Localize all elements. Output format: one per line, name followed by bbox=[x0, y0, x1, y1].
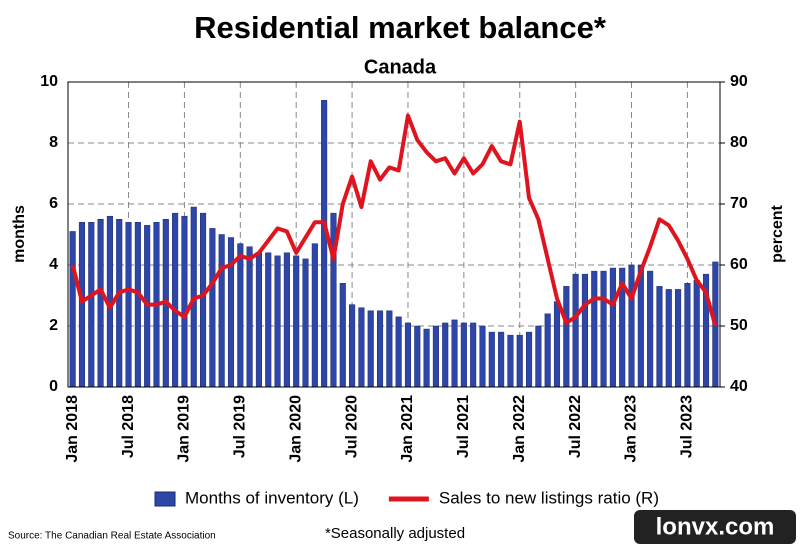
bar bbox=[237, 243, 244, 388]
bar bbox=[609, 267, 616, 388]
bar bbox=[591, 270, 598, 388]
bar bbox=[181, 215, 188, 388]
bar bbox=[637, 264, 644, 388]
bar bbox=[134, 222, 141, 388]
y-tick-label: 6 bbox=[49, 195, 58, 212]
bar bbox=[376, 310, 384, 388]
y-tick-label: 10 bbox=[40, 73, 58, 90]
y2-tick-label: 90 bbox=[730, 73, 748, 90]
bar bbox=[451, 319, 458, 388]
bar bbox=[442, 322, 449, 388]
bar bbox=[311, 243, 318, 388]
bar bbox=[172, 212, 179, 388]
bar bbox=[656, 286, 663, 388]
bar bbox=[498, 331, 505, 388]
bar bbox=[209, 228, 216, 388]
x-tick-label: Jan 2023 bbox=[623, 395, 640, 463]
bar bbox=[581, 273, 588, 388]
y2-tick-label: 80 bbox=[730, 134, 748, 151]
bar bbox=[69, 231, 76, 388]
watermark: lonvx.com bbox=[656, 513, 775, 540]
bar bbox=[255, 252, 262, 388]
bar bbox=[246, 246, 253, 388]
bar bbox=[507, 334, 514, 388]
bar bbox=[200, 212, 207, 388]
bar bbox=[647, 270, 654, 388]
bar bbox=[535, 325, 542, 388]
x-tick-label: Jul 2018 bbox=[120, 395, 137, 458]
bar bbox=[367, 310, 374, 388]
bar bbox=[423, 328, 430, 388]
y-tick-label: 0 bbox=[49, 378, 58, 395]
x-tick-label: Jan 2020 bbox=[287, 395, 304, 463]
bar bbox=[265, 252, 272, 388]
watermark-badge bbox=[634, 510, 796, 544]
y2-tick-label: 40 bbox=[730, 378, 748, 395]
y2-tick-label: 60 bbox=[730, 256, 748, 273]
bar bbox=[460, 322, 467, 388]
bar bbox=[414, 325, 421, 388]
bar bbox=[274, 255, 281, 388]
plot-frame bbox=[67, 81, 721, 388]
bar bbox=[526, 331, 533, 388]
bar bbox=[479, 325, 486, 388]
line bbox=[70, 113, 718, 327]
bar bbox=[358, 307, 365, 388]
y2-tick-label: 70 bbox=[730, 195, 748, 212]
x-tick-label: Jul 2019 bbox=[232, 395, 249, 458]
bar bbox=[544, 313, 551, 388]
bar bbox=[97, 219, 104, 388]
bar bbox=[339, 283, 346, 388]
bar bbox=[283, 252, 290, 388]
bar bbox=[572, 273, 579, 388]
bar bbox=[116, 219, 123, 388]
bar bbox=[88, 222, 95, 388]
bar bbox=[665, 289, 672, 388]
bar bbox=[321, 100, 328, 388]
bar bbox=[395, 316, 402, 388]
y-tick-label: 8 bbox=[49, 134, 58, 151]
bar bbox=[432, 325, 439, 388]
y-tick-label: 2 bbox=[49, 317, 58, 334]
bar bbox=[386, 310, 393, 388]
bar bbox=[516, 334, 523, 388]
bar bbox=[78, 222, 86, 388]
y-axis-label: months bbox=[11, 205, 28, 263]
footnote: *Seasonally adjusted bbox=[325, 525, 465, 542]
x-tick-label: Jan 2021 bbox=[399, 395, 416, 463]
bar bbox=[553, 301, 561, 388]
bar bbox=[470, 322, 477, 388]
x-tick-label: Jul 2021 bbox=[455, 395, 472, 458]
bar bbox=[684, 283, 691, 388]
x-tick-label: Jan 2019 bbox=[176, 395, 193, 463]
x-tick-label: Jan 2018 bbox=[64, 395, 81, 463]
bar bbox=[628, 264, 635, 388]
x-tick-label: Jul 2022 bbox=[567, 395, 584, 458]
bar bbox=[488, 331, 495, 388]
y2-tick-label: 50 bbox=[730, 317, 748, 334]
bar bbox=[302, 258, 309, 388]
x-tick-label: Jul 2020 bbox=[343, 395, 360, 458]
bar bbox=[293, 255, 300, 388]
bar bbox=[218, 234, 225, 388]
source-note: Source: The Canadian Real Estate Associa… bbox=[8, 531, 216, 542]
bar bbox=[125, 222, 132, 388]
x-tick-label: Jul 2023 bbox=[679, 395, 696, 458]
bar bbox=[693, 280, 700, 388]
bar bbox=[349, 304, 356, 388]
bar bbox=[600, 270, 607, 388]
bar bbox=[227, 237, 235, 388]
legend-label: Sales to new listings ratio (R) bbox=[439, 488, 659, 507]
chart-title: Residential market balance* bbox=[194, 10, 607, 45]
legend-swatch bbox=[154, 491, 176, 507]
bar bbox=[563, 286, 570, 388]
x-tick-label: Jan 2022 bbox=[511, 395, 528, 463]
y-tick-label: 4 bbox=[49, 256, 58, 273]
bar bbox=[675, 289, 682, 388]
chart-subtitle: Canada bbox=[364, 56, 437, 78]
bar bbox=[404, 322, 412, 388]
legend-label: Months of inventory (L) bbox=[185, 488, 359, 507]
y2-axis-label: percent bbox=[769, 204, 786, 262]
